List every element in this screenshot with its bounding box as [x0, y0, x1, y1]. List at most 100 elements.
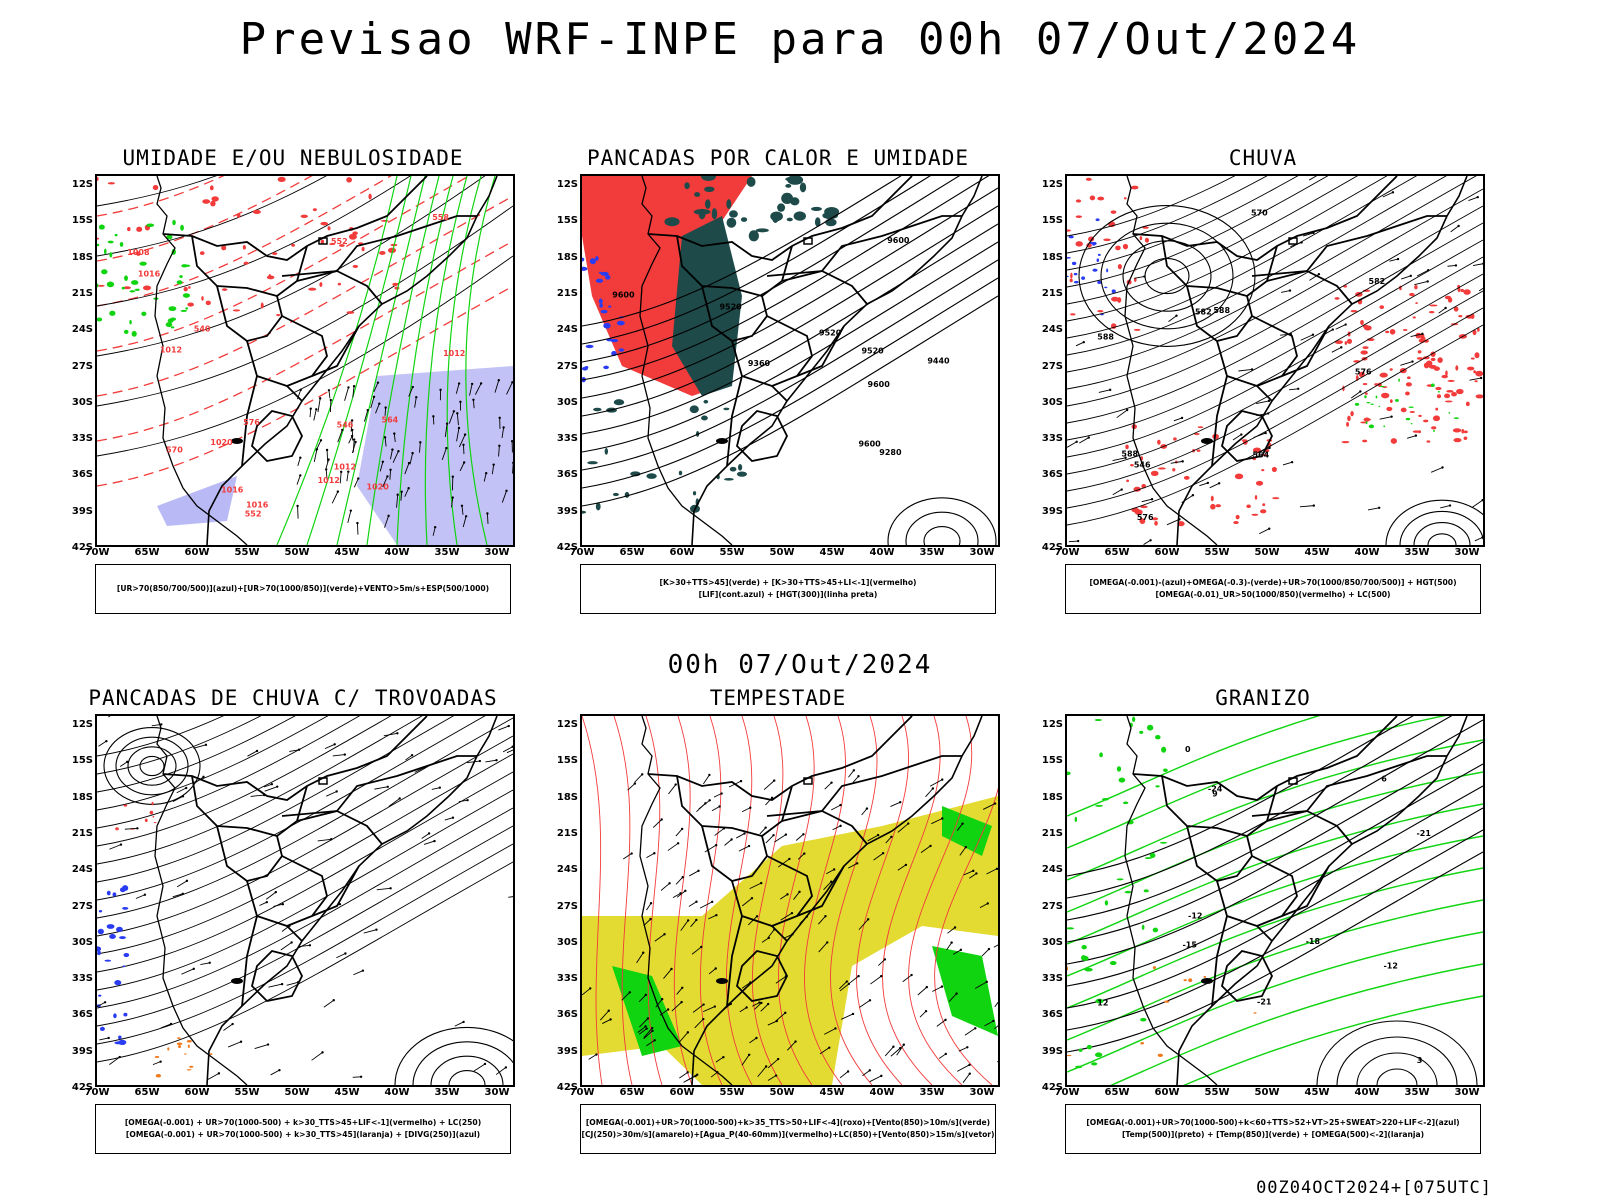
shaded-cell — [724, 478, 734, 481]
closed-contour — [430, 1055, 504, 1085]
wind-vector — [627, 783, 636, 791]
closed-contour — [1413, 522, 1471, 545]
wind-vector — [1098, 389, 1111, 393]
shaded-cell — [139, 261, 147, 266]
shaded-cell — [1360, 319, 1364, 325]
contour-value-label: 1016 — [221, 486, 244, 495]
contour-value-label: 1012 — [160, 345, 182, 354]
wind-vector — [994, 1025, 998, 1030]
wind-vector — [448, 411, 455, 424]
closed-contour — [1399, 510, 1483, 545]
shaded-cell — [1130, 185, 1139, 190]
shaded-cell — [1447, 379, 1455, 382]
wind-vector — [491, 464, 495, 475]
latitude-axis: 12S 15S 18S 21S 24S 27S 30S 33S 36S 39S 42S — [1037, 174, 1063, 553]
closed-contour — [103, 727, 201, 805]
shaded-cell — [124, 275, 128, 281]
shaded-cell — [1423, 419, 1429, 423]
wind-vector — [767, 1075, 777, 1081]
shaded-cell — [348, 233, 357, 240]
contour-line — [1067, 176, 1447, 356]
wind-vector — [351, 441, 357, 454]
contour-line — [97, 255, 513, 457]
shaded-cell — [587, 461, 598, 465]
wind-vector — [456, 427, 460, 442]
shaded-cell — [604, 448, 609, 455]
closed-contour — [1356, 1052, 1438, 1085]
contour-line — [1067, 931, 1483, 1073]
border-line — [766, 810, 868, 845]
wind-vector — [672, 892, 681, 899]
wind-vector — [982, 803, 996, 810]
contour-line — [582, 223, 998, 435]
wind-vector — [373, 382, 379, 392]
wind-vector — [384, 407, 387, 416]
border-line — [1211, 375, 1228, 467]
wind-vector — [207, 1072, 220, 1081]
shaded-cell — [153, 821, 157, 824]
map-area — [580, 714, 1000, 1087]
shaded-cell — [131, 330, 137, 337]
wind-vector — [502, 746, 513, 753]
wind-vector — [832, 825, 841, 831]
longitude-tick-label: 35W — [434, 1087, 460, 1098]
shaded-cell — [1364, 395, 1367, 399]
border-line — [701, 825, 768, 882]
wind-vector — [654, 933, 665, 942]
wind-vector — [643, 1027, 653, 1039]
wind-vector — [409, 453, 414, 465]
latitude-tick-label: 12S — [71, 179, 93, 190]
wind-vector — [388, 798, 400, 807]
wind-vector — [1170, 460, 1183, 464]
shaded-cell — [127, 226, 131, 232]
legend-box: [UR>70(850/700/500)](azul)+[UR>70(1000/8… — [95, 564, 511, 614]
shaded-cell — [106, 924, 115, 929]
wind-vector — [469, 383, 473, 396]
wind-vector — [852, 775, 859, 783]
shaded-cell — [106, 890, 111, 896]
wind-vector — [652, 819, 663, 828]
wind-vector — [818, 942, 828, 953]
wind-vector — [353, 478, 359, 488]
latitude-tick-label: 39S — [556, 505, 578, 517]
border-line — [281, 270, 383, 305]
wind-vector — [767, 1058, 779, 1069]
shaded-cell — [1362, 439, 1368, 443]
wind-vector — [172, 893, 183, 898]
wind-vector — [392, 451, 399, 463]
wind-vector — [646, 852, 655, 859]
shaded-cell — [595, 278, 604, 283]
closed-contour — [1100, 222, 1234, 330]
shaded-cell — [260, 302, 264, 309]
shaded-cell — [1407, 376, 1411, 380]
border-line — [311, 325, 360, 377]
shaded-cell — [1358, 371, 1365, 378]
shaded-cell — [1447, 297, 1453, 303]
wind-vector — [588, 1054, 597, 1060]
contour-value-label: 1012 — [443, 349, 465, 358]
shaded-cell — [97, 946, 102, 952]
wind-vector — [200, 962, 210, 966]
shaded-cell — [1416, 357, 1423, 360]
contour-line — [97, 285, 513, 487]
shaded-cell — [1474, 380, 1478, 383]
longitude-axis: 70W 65W 60W 55W 50W 45W 40W 35W 30W — [570, 547, 1000, 561]
shaded-cell — [136, 226, 143, 232]
contour-line — [1067, 273, 1483, 475]
shaded-cell — [737, 464, 743, 471]
shaded-cell — [1362, 289, 1371, 292]
shaded-cell — [1436, 394, 1442, 399]
wind-vector — [952, 949, 962, 955]
border-line — [796, 865, 845, 917]
shaded-cell — [1360, 421, 1368, 424]
shaded-cell — [1067, 275, 1069, 278]
shaded-cell — [320, 221, 329, 226]
wind-vector — [870, 975, 882, 985]
shaded-cell — [1381, 392, 1390, 399]
shaded-cell — [1117, 263, 1122, 270]
wind-vector — [841, 1013, 854, 1020]
shaded-cell — [169, 317, 177, 321]
shaded-cell — [277, 176, 286, 183]
contour-line — [1067, 176, 1329, 288]
contour-line — [1067, 807, 1483, 1009]
